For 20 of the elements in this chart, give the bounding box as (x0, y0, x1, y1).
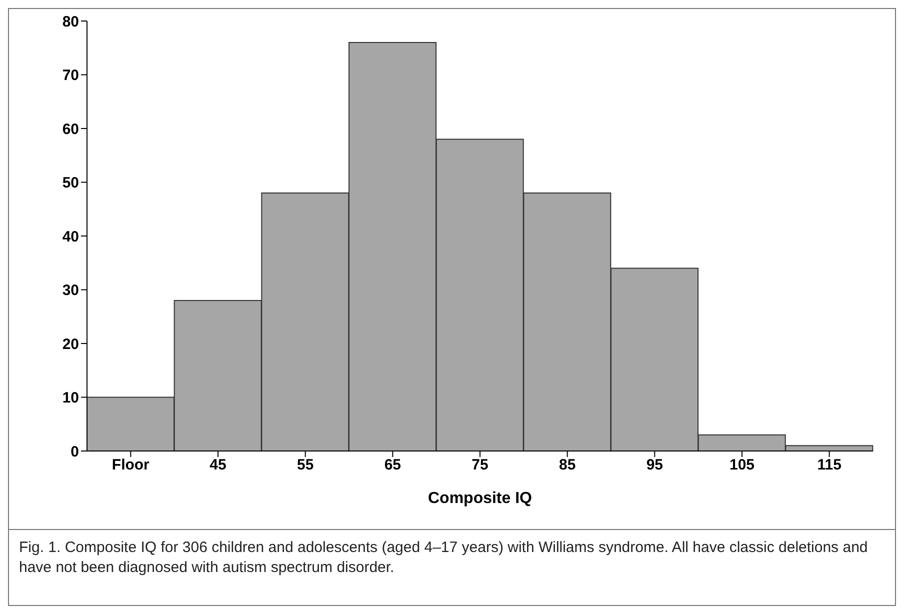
x-tick-label: 55 (296, 456, 314, 474)
y-tick-label: 70 (62, 67, 79, 84)
x-tick-label: 75 (472, 456, 488, 474)
x-tick-label: 115 (817, 456, 842, 474)
y-tick-label: 20 (62, 336, 79, 353)
y-tick-label: 10 (62, 390, 79, 407)
x-tick-label: 45 (210, 456, 226, 474)
x-tick-label: 65 (384, 456, 402, 474)
x-tick-label: 85 (558, 456, 576, 474)
y-tick-label: 30 (62, 282, 79, 300)
y-tick-label: 40 (62, 228, 79, 246)
x-tick-label: 95 (646, 456, 664, 474)
y-tick-label: 50 (62, 174, 79, 192)
x-axis-title: Composite IQ (428, 490, 532, 507)
x-tick-label: Floor (112, 456, 150, 474)
x-tick-label: 105 (729, 456, 755, 474)
caption: Fig. 1. Composite IQ for 306 children and adolescents (aged 4–17 years) with Williams syndrome. All have classic deletions and have not been diagnosed with autism spectrum disorder. (19, 538, 869, 578)
y-tick-label: 0 (70, 443, 79, 460)
y-tick-label: 80 (62, 13, 79, 30)
y-tick-label: 60 (62, 120, 79, 138)
